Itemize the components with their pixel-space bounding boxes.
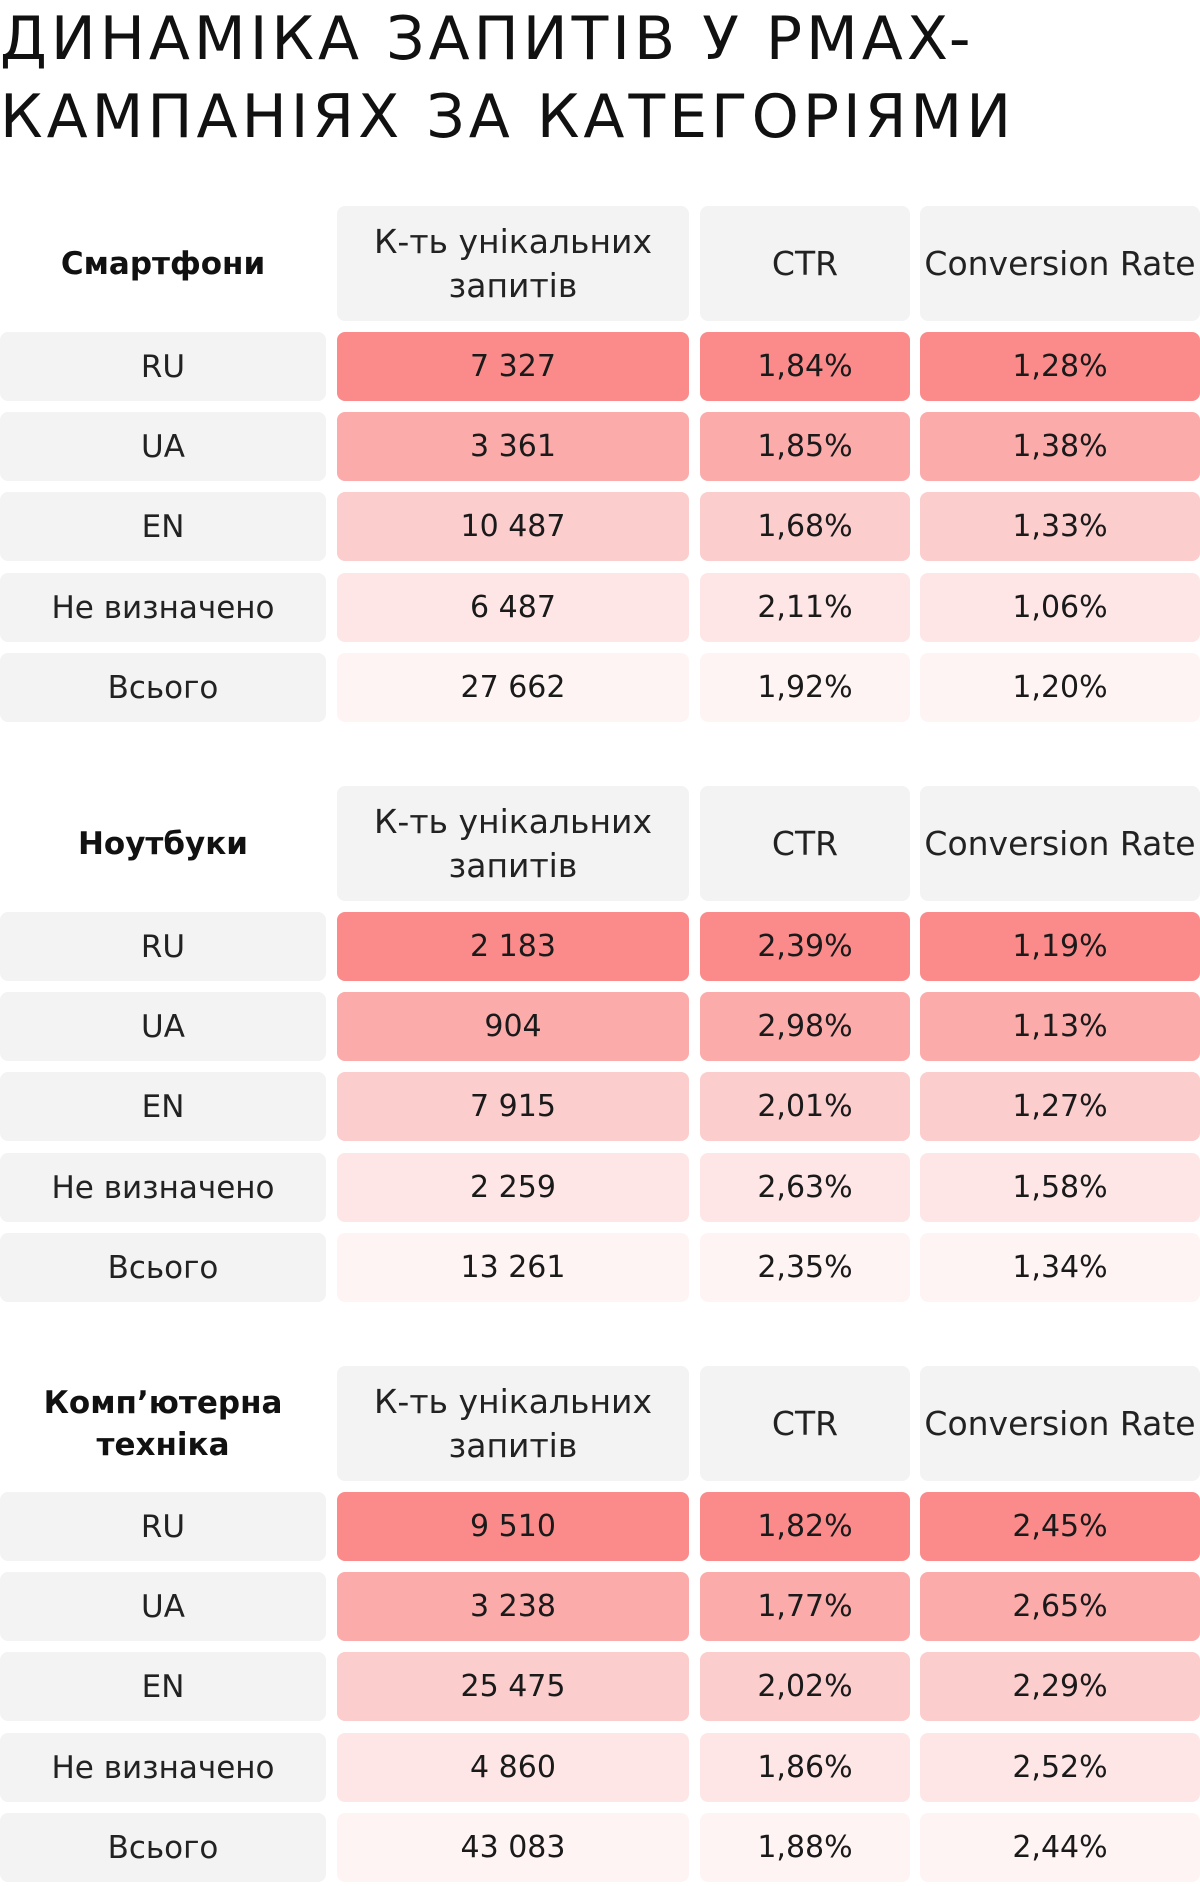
row-label: UA — [0, 1572, 326, 1641]
ctr-cell: 1,88% — [700, 1813, 910, 1882]
row-label: RU — [0, 912, 326, 981]
count-cell: 4 860 — [337, 1733, 689, 1802]
count-cell: 6 487 — [337, 573, 689, 642]
count-cell: 904 — [337, 992, 689, 1061]
conversion-cell: 2,65% — [920, 1572, 1200, 1641]
column-header-ctr: CTR — [700, 206, 910, 321]
column-header-conversion: Conversion Rate — [920, 1366, 1200, 1481]
conversion-cell: 2,52% — [920, 1733, 1200, 1802]
ctr-cell: 1,82% — [700, 1492, 910, 1561]
count-cell: 2 259 — [337, 1153, 689, 1222]
conversion-cell: 1,38% — [920, 412, 1200, 481]
table-laptops: Ноутбуки К-ть унікальних запитів CTR Con… — [0, 786, 1200, 1306]
row-label: UA — [0, 992, 326, 1061]
count-cell: 3 361 — [337, 412, 689, 481]
count-cell: 2 183 — [337, 912, 689, 981]
ctr-cell: 1,84% — [700, 332, 910, 401]
ctr-cell: 1,86% — [700, 1733, 910, 1802]
conversion-cell: 1,58% — [920, 1153, 1200, 1222]
row-label: Не визначено — [0, 1153, 326, 1222]
conversion-cell: 1,28% — [920, 332, 1200, 401]
conversion-cell: 1,06% — [920, 573, 1200, 642]
count-cell: 13 261 — [337, 1233, 689, 1302]
count-cell: 3 238 — [337, 1572, 689, 1641]
ctr-cell: 2,63% — [700, 1153, 910, 1222]
count-cell: 7 327 — [337, 332, 689, 401]
row-label: Всього — [0, 1233, 326, 1302]
ctr-cell: 1,68% — [700, 492, 910, 561]
conversion-cell: 1,19% — [920, 912, 1200, 981]
ctr-cell: 2,35% — [700, 1233, 910, 1302]
page-title-line-1: ДИНАМІКА ЗАПИТІВ У PMAX- — [0, 4, 975, 74]
row-label: Не визначено — [0, 573, 326, 642]
page-title: ДИНАМІКА ЗАПИТІВ У PMAX- КАМПАНІЯХ ЗА КА… — [0, 0, 1200, 156]
table-smartphones: Смартфони К-ть унікальних запитів CTR Co… — [0, 206, 1200, 726]
count-cell: 25 475 — [337, 1652, 689, 1721]
row-label: Всього — [0, 653, 326, 722]
ctr-cell: 2,98% — [700, 992, 910, 1061]
category-title: Комп’ютерна техніка — [43, 1384, 283, 1463]
category-title: Ноутбуки — [77, 825, 249, 862]
row-label: RU — [0, 332, 326, 401]
row-label: Всього — [0, 1813, 326, 1882]
conversion-cell: 1,34% — [920, 1233, 1200, 1302]
ctr-cell: 2,02% — [700, 1652, 910, 1721]
ctr-cell: 1,85% — [700, 412, 910, 481]
column-header-count: К-ть унікальних запитів — [337, 1366, 689, 1481]
ctr-cell: 2,01% — [700, 1072, 910, 1141]
conversion-cell: 1,20% — [920, 653, 1200, 722]
count-cell: 9 510 — [337, 1492, 689, 1561]
column-header-count: К-ть унікальних запитів — [337, 206, 689, 321]
conversion-cell: 2,45% — [920, 1492, 1200, 1561]
count-cell: 27 662 — [337, 653, 689, 722]
column-header-conversion: Conversion Rate — [920, 206, 1200, 321]
conversion-cell: 2,29% — [920, 1652, 1200, 1721]
conversion-cell: 1,13% — [920, 992, 1200, 1061]
ctr-cell: 2,11% — [700, 573, 910, 642]
conversion-cell: 1,27% — [920, 1072, 1200, 1141]
ctr-cell: 1,92% — [700, 653, 910, 722]
category-title: Смартфони — [60, 245, 266, 282]
column-header-ctr: CTR — [700, 786, 910, 901]
column-header-count: К-ть унікальних запитів — [337, 786, 689, 901]
ctr-cell: 2,39% — [700, 912, 910, 981]
row-label: RU — [0, 1492, 326, 1561]
ctr-cell: 1,77% — [700, 1572, 910, 1641]
row-label: UA — [0, 412, 326, 481]
conversion-cell: 2,44% — [920, 1813, 1200, 1882]
column-header-conversion: Conversion Rate — [920, 786, 1200, 901]
row-label: Не визначено — [0, 1733, 326, 1802]
count-cell: 43 083 — [337, 1813, 689, 1882]
count-cell: 7 915 — [337, 1072, 689, 1141]
conversion-cell: 1,33% — [920, 492, 1200, 561]
count-cell: 10 487 — [337, 492, 689, 561]
column-header-ctr: CTR — [700, 1366, 910, 1481]
row-label: EN — [0, 492, 326, 561]
page-title-line-2: КАМПАНІЯХ ЗА КАТЕГОРІЯМИ — [0, 82, 1016, 152]
row-label: EN — [0, 1652, 326, 1721]
table-computer-equipment: Комп’ютерна техніка К-ть унікальних запи… — [0, 1366, 1200, 1886]
row-label: EN — [0, 1072, 326, 1141]
